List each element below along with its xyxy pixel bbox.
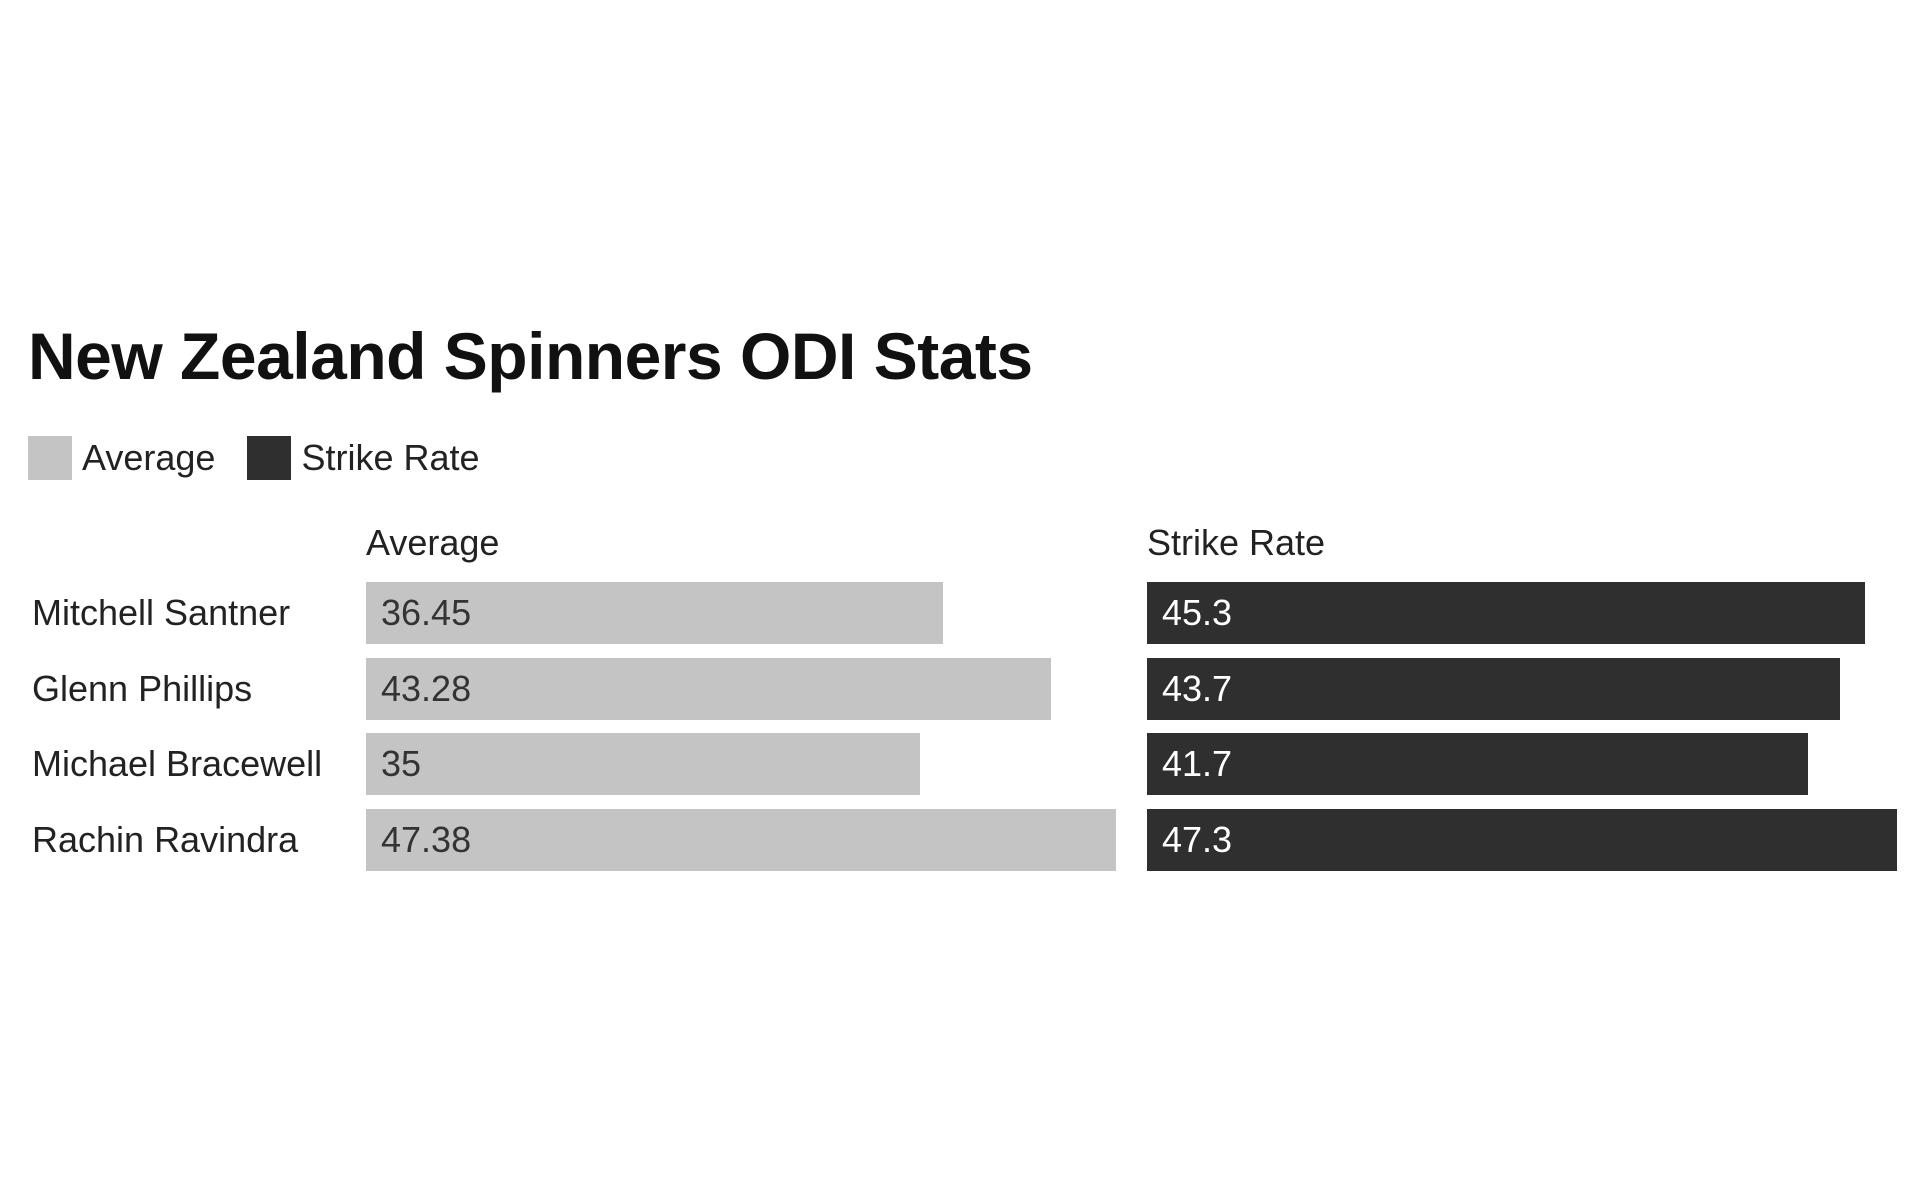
bar-strike-rate-michael-bracewell: 41.7 [1147,733,1809,795]
bar-average-glenn-phillips: 43.28 [366,657,1052,720]
bar-average-michael-bracewell: 35 [366,733,921,795]
bar-average-mitchell-santner: 36.45 [366,582,943,644]
legend-label-strike-rate: Strike Rate [301,437,480,478]
row-label-mitchell-santner: Mitchell Santner [32,592,291,633]
row-label-rachin-ravindra: Rachin Ravindra [32,818,299,860]
chart-title: New Zealand Spinners ODI Stats [28,319,1033,393]
bar-value-strike-rate-glenn-phillips: 43.7 [1162,667,1233,709]
legend-swatch-average [28,436,72,480]
legend-item-average: Average [28,436,215,480]
bar-value-strike-rate-michael-bracewell: 41.7 [1162,743,1233,784]
bar-value-average-glenn-phillips: 43.28 [381,667,472,709]
bar-strike-rate-mitchell-santner: 45.3 [1147,582,1866,644]
bar-value-strike-rate-rachin-ravindra: 47.3 [1162,818,1233,860]
legend: Average Strike Rate [28,436,512,480]
row-label-glenn-phillips: Glenn Phillips [32,667,253,709]
bar-value-average-michael-bracewell: 35 [381,743,422,784]
row-label-michael-bracewell: Michael Bracewell [32,743,323,784]
bar-value-strike-rate-mitchell-santner: 45.3 [1162,592,1233,633]
bar-value-average-rachin-ravindra: 47.38 [381,818,472,860]
column-header-strike-rate: Strike Rate [1147,522,1326,563]
bar-strike-rate-glenn-phillips: 43.7 [1147,657,1840,720]
legend-item-strike-rate: Strike Rate [247,436,480,480]
column-header-average: Average [366,522,500,563]
legend-label-average: Average [82,437,216,478]
legend-swatch-strike-rate [247,436,292,480]
bar-average-rachin-ravindra: 47.38 [366,808,1116,871]
bar-strike-rate-rachin-ravindra: 47.3 [1147,808,1897,871]
bar-value-average-mitchell-santner: 36.45 [381,592,472,633]
